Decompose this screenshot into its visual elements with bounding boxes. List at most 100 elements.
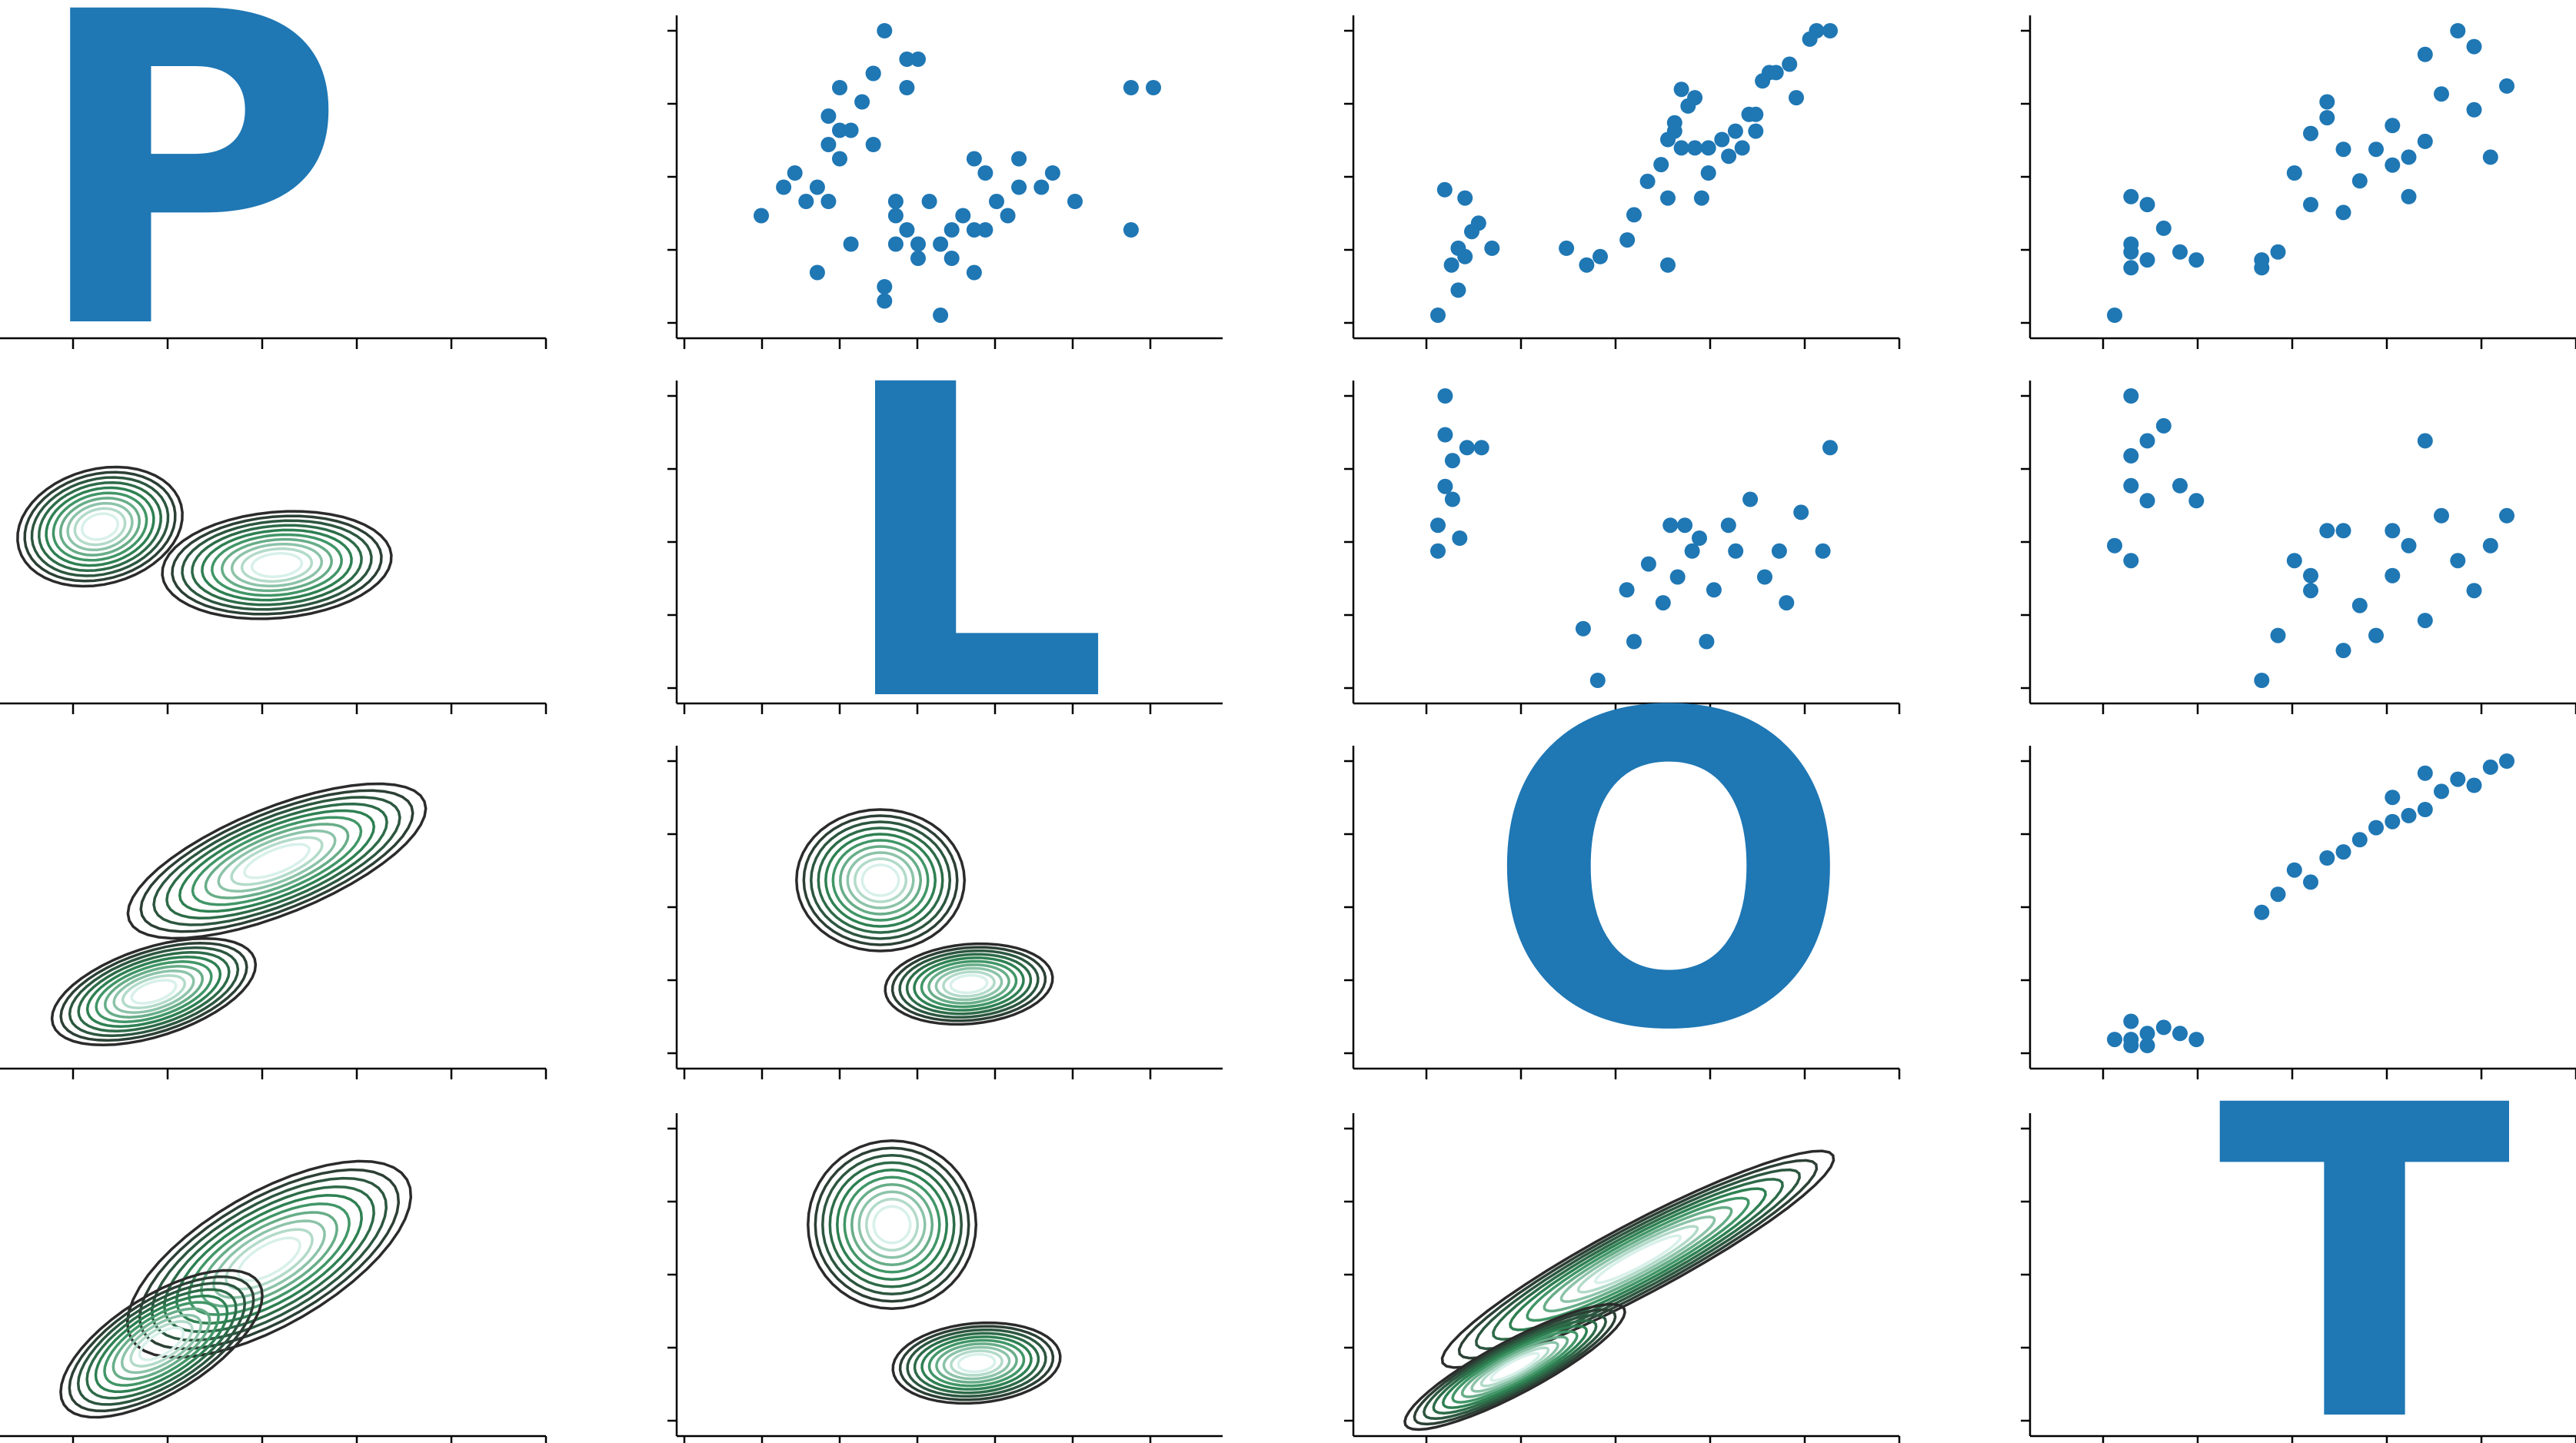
scatter-point (1677, 517, 1693, 534)
scatter-point (1044, 165, 1060, 181)
scatter-point (1782, 56, 1798, 72)
kde-contour (200, 1211, 338, 1308)
kde-contour (913, 1332, 1040, 1395)
kde-contour (814, 1146, 970, 1303)
kde-r3-c0 (59, 1159, 413, 1419)
kde-contour (191, 524, 363, 607)
scatter-point (899, 222, 915, 238)
kde-contour (152, 796, 401, 926)
scatter-point (2319, 523, 2335, 539)
scatter-point (1430, 543, 1446, 559)
kde-contour (80, 512, 120, 541)
kde-contour (865, 1198, 920, 1252)
diagonal-letter-t: T (2218, 1016, 2514, 1443)
scatter-point (776, 179, 792, 195)
scatter-point (2417, 433, 2433, 449)
scatter-point (2303, 583, 2318, 599)
kde-r2-c0 (50, 782, 428, 1047)
scatter-point (2123, 260, 2139, 276)
axes-r1-c3 (2021, 381, 2576, 714)
kde-contour (898, 949, 1040, 1019)
scatter-point (2499, 78, 2514, 94)
kde-contour (1441, 1325, 1589, 1409)
scatter-point (1123, 222, 1139, 238)
scatter-point (2123, 477, 2139, 494)
scatter-point (1699, 633, 1715, 650)
scatter-point (2123, 447, 2139, 464)
axes-r2-c1 (667, 746, 1223, 1079)
scatter-point (2385, 567, 2401, 584)
scatter-point (2417, 46, 2433, 62)
kde-contour (230, 542, 324, 588)
scatter-point (2450, 23, 2466, 38)
scatter-point (2172, 477, 2188, 494)
kde-contour (77, 950, 231, 1033)
kde-contour (130, 979, 178, 1005)
scatter-point (820, 137, 837, 152)
scatter-point (1146, 80, 1161, 95)
kde-contour (1475, 1168, 1801, 1351)
scatter-point (843, 236, 859, 252)
scatter-point (1437, 478, 1453, 494)
scatter-point (2335, 523, 2351, 539)
scatter-point (1559, 240, 1575, 256)
kde-contour (828, 1161, 956, 1288)
scatter-point (2303, 567, 2318, 584)
scatter-point (2466, 38, 2482, 55)
kde-contour (920, 1335, 1033, 1391)
kde-contour (846, 851, 915, 909)
scatter-point (910, 251, 926, 266)
scatter-point (2155, 417, 2172, 434)
scatter-point (1771, 543, 1787, 559)
scatter-point (2139, 1026, 2155, 1042)
scatter-point (877, 279, 893, 294)
scatter-point (1789, 90, 1804, 106)
axes-r0-c1 (667, 15, 1223, 349)
kde-contour (950, 1349, 1003, 1377)
kde-contour (76, 1282, 247, 1406)
scatter-point (2254, 260, 2270, 276)
kde-contour (191, 816, 363, 906)
scatter-point (2270, 244, 2286, 260)
kde-contour (898, 1325, 1055, 1401)
scatter-point (2123, 188, 2139, 204)
scatter-point (1450, 282, 1466, 298)
scatter-point (2286, 553, 2302, 569)
kde-contour (103, 965, 205, 1019)
kde-contour (73, 507, 127, 547)
scatter-point (2319, 94, 2335, 110)
kde-contour (1432, 1319, 1598, 1415)
scatter-point (1700, 165, 1716, 181)
kde-contour (949, 973, 989, 995)
kde-contour (1451, 1330, 1579, 1404)
kde-r1-c0 (16, 465, 393, 620)
scatter-point (1720, 517, 1736, 534)
kde-contour (66, 501, 134, 552)
kde-contour (211, 533, 343, 597)
scatter-point (1033, 179, 1050, 195)
kde-contour (85, 1288, 238, 1400)
scatter-point (1000, 208, 1016, 224)
scatter-point (2123, 1013, 2139, 1029)
kde-contour (1489, 1352, 1540, 1382)
scatter-point (2417, 802, 2433, 817)
scatter-point (2188, 1032, 2205, 1048)
kde-contour (112, 969, 195, 1014)
kde-contour (824, 833, 937, 928)
scatter-point (1714, 131, 1730, 148)
kde-contour (1492, 1178, 1784, 1341)
scatter-point (2466, 101, 2482, 118)
kde-contour (935, 1342, 1018, 1384)
kde-contour (120, 1313, 203, 1375)
scatter-point (2401, 149, 2417, 165)
scatter-point (2303, 197, 2318, 213)
kde-contour (165, 802, 388, 920)
scatter-point (1822, 23, 1838, 38)
scatter-point (1673, 140, 1689, 156)
scatter-point (2172, 244, 2188, 260)
scatter-point (832, 80, 847, 95)
axes-r2-c2 (1344, 746, 1901, 1079)
scatter-point (2254, 673, 2270, 688)
scatter-point (1579, 257, 1595, 273)
